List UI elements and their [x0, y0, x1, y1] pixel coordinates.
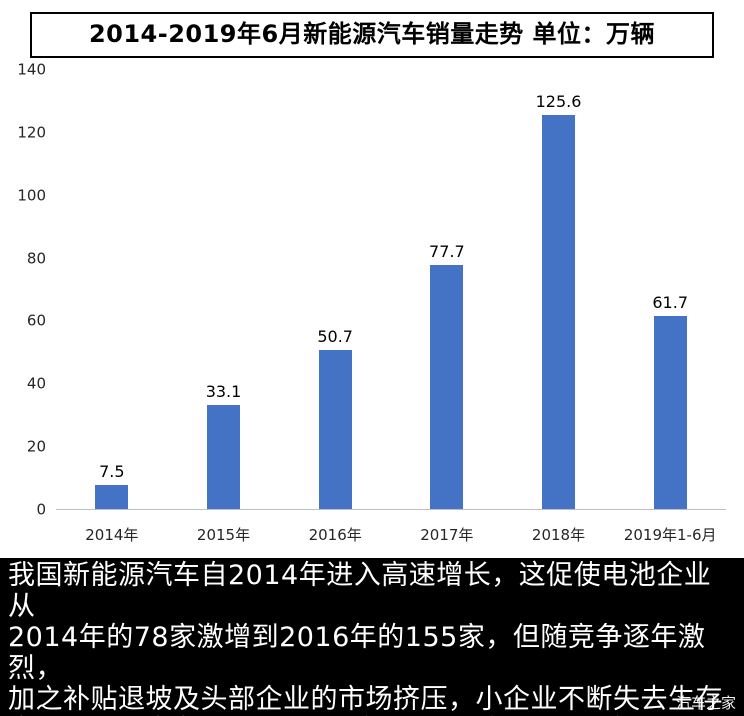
- x-axis-label: 2019年1-6月: [623, 526, 717, 544]
- bar: [542, 115, 576, 509]
- bar-value-label: 7.5: [99, 462, 125, 481]
- x-axis-label: 2014年: [85, 526, 139, 544]
- y-axis-tick-label: 100: [17, 186, 46, 205]
- bar: [318, 350, 352, 509]
- chart-title: 2014-2019年6月新能源汽车销量走势 单位：万辆: [30, 12, 714, 58]
- bar: [430, 265, 464, 509]
- bar-value-label: 50.7: [317, 327, 353, 346]
- y-axis-tick-label: 80: [26, 249, 46, 268]
- watermark: 汽车之家: [675, 694, 736, 712]
- y-axis-tick-label: 0: [36, 500, 46, 519]
- bar-value-label: 125.6: [535, 92, 582, 111]
- y-axis: 0 20 40 60 80 100 120 140: [10, 62, 56, 517]
- y-axis-tick-label: 140: [17, 60, 46, 79]
- bar-group: 77.7: [391, 70, 503, 509]
- y-axis-tick-label: 40: [26, 374, 46, 393]
- bar-value-label: 33.1: [205, 382, 242, 401]
- bar-chart: 0 20 40 60 80 100 120 140 7.5 33.1 50.7 77.7 125.6 6…: [10, 62, 726, 558]
- plot-column: 7.5 33.1 50.7 77.7 125.6 61.7 2014年 2015年 2016年…: [56, 70, 726, 558]
- y-axis-tick-label: 60: [26, 311, 46, 330]
- bar-value-label: 61.7: [652, 293, 688, 312]
- bar-group: 33.1: [168, 70, 280, 509]
- bar: [95, 485, 129, 509]
- bar-value-label: 77.7: [429, 242, 465, 261]
- x-axis-label: 2018年: [531, 526, 586, 544]
- bar-group: 61.7: [614, 70, 726, 509]
- caption-text: 我国新能源汽车自2014年进入高速增长，这促使电池企业从 2014年的78家激增…: [8, 560, 738, 716]
- x-axis-label: 2016年: [308, 526, 362, 544]
- x-axis: 2014年 2015年 2016年 2017年 2018年 2019年1-6月: [56, 510, 726, 558]
- y-axis-tick-label: 120: [17, 123, 46, 142]
- bar-group: 125.6: [503, 70, 615, 509]
- bar-group: 50.7: [279, 70, 391, 509]
- x-axis-label: 2015年: [196, 526, 251, 544]
- y-axis-tick-label: 20: [26, 437, 46, 456]
- bar-group: 7.5: [56, 70, 168, 509]
- x-axis-label: 2017年: [420, 526, 474, 544]
- bar: [207, 405, 240, 509]
- plot-area: 7.5 33.1 50.7 77.7 125.6 61.7: [56, 70, 726, 510]
- bar: [653, 316, 687, 509]
- caption-panel: 我国新能源汽车自2014年进入高速增长，这促使电池企业从 2014年的78家激增…: [0, 558, 744, 716]
